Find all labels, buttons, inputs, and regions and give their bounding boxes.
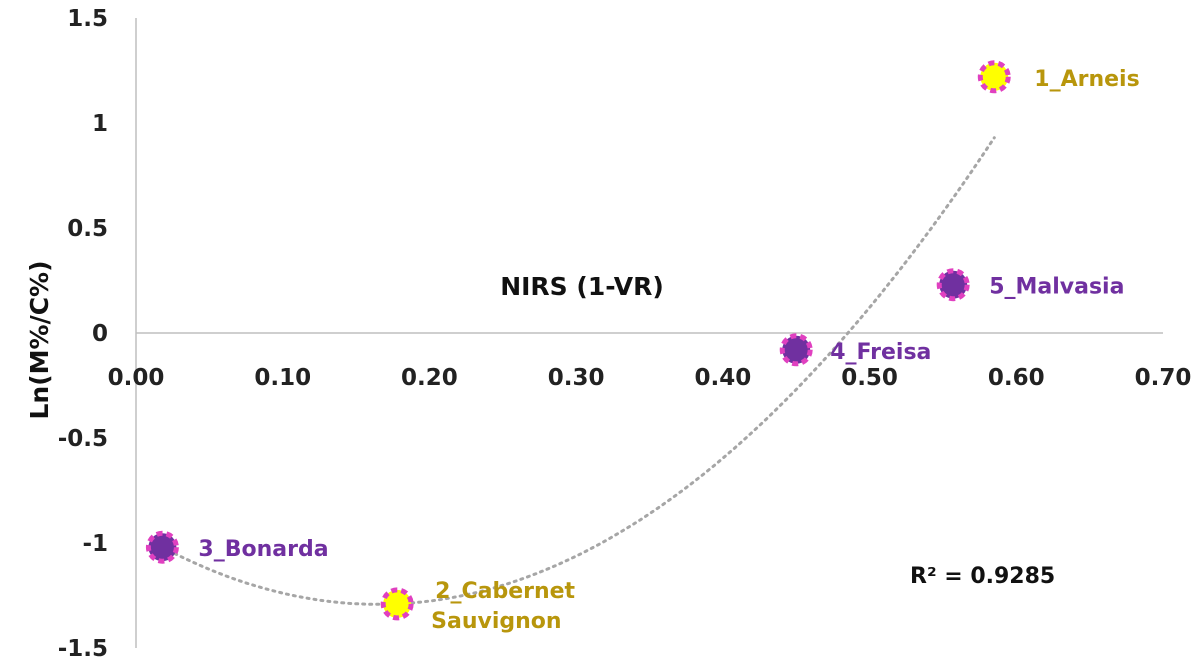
y-tick-label: 1.5: [67, 6, 108, 32]
point-marker: [145, 530, 179, 564]
y-axis-title: Ln(M%/C%): [25, 260, 54, 419]
x-tick-label: 0.20: [401, 365, 458, 391]
point-label: 4_Freisa: [830, 340, 931, 365]
point-marker: [977, 60, 1011, 94]
x-axis-title: NIRS (1-VR): [500, 272, 664, 301]
x-tick-label: 0.30: [548, 365, 605, 391]
data-point: [145, 530, 179, 564]
point-marker: [779, 333, 813, 367]
point-marker: [936, 268, 970, 302]
point-label: 3_Bonarda: [198, 537, 328, 562]
y-tick-label: 0: [92, 321, 108, 347]
y-tick-label: -1: [82, 531, 108, 557]
x-tick-label: 0.00: [108, 365, 165, 391]
tick-labels: 0.00 0.10 0.20 0.30 0.40 0.50 0.60 0.701.510.50…: [58, 6, 1192, 662]
data-point: [380, 587, 414, 621]
point-label: 2_Cabernet Sauvignon: [431, 579, 575, 634]
point-marker: [380, 587, 414, 621]
point-labels: 1_Arneis 2_Cabernet Sauvignon 3_Bonarda 4_Fr…: [198, 67, 1139, 634]
data-point: [977, 60, 1011, 94]
y-tick-label: -1.5: [58, 636, 108, 662]
point-label: 1_Arneis: [1034, 67, 1139, 92]
x-tick-label: 0.50: [841, 365, 898, 391]
axes: [135, 18, 1163, 648]
y-tick-label: -0.5: [58, 426, 108, 452]
point-label-line: 2_Cabernet: [435, 579, 575, 604]
x-tick-label: 0.60: [988, 365, 1045, 391]
x-tick-label: 0.10: [254, 365, 311, 391]
x-tick-label: 0.70: [1135, 365, 1192, 391]
data-point: [779, 333, 813, 367]
y-tick-label: 0.5: [67, 216, 108, 242]
y-tick-label: 1: [92, 111, 108, 137]
x-tick-label: 0.40: [694, 365, 751, 391]
point-label-line: Sauvignon: [431, 609, 561, 634]
data-point: [936, 268, 970, 302]
point-label: 5_Malvasia: [989, 275, 1124, 300]
trendline: [160, 136, 996, 606]
data-points: [145, 60, 1011, 621]
r-squared-label: R² = 0.9285: [910, 564, 1055, 589]
trendline-path: [160, 136, 996, 606]
